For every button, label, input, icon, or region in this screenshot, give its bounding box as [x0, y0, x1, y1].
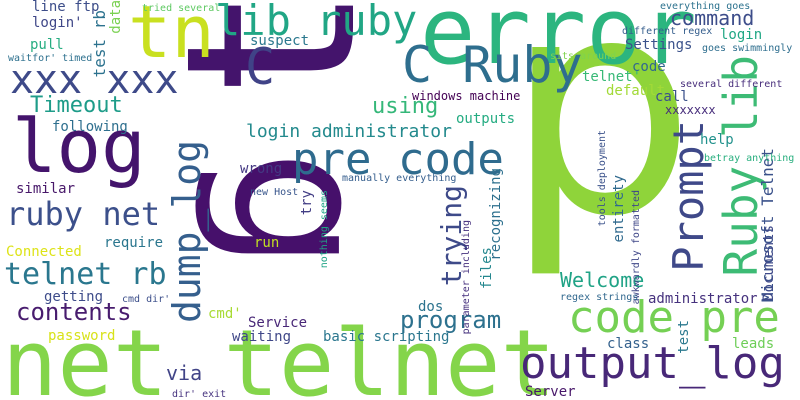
cloud-word: pull — [30, 37, 64, 53]
cloud-word: similar — [16, 181, 76, 197]
cloud-word: waiting — [232, 329, 292, 345]
cloud-word: help — [700, 132, 734, 148]
cloud-word: different regex — [622, 26, 713, 37]
cloud-word: wrong — [240, 161, 283, 177]
cloud-word: sits around — [550, 51, 617, 62]
cloud-word: output_log — [520, 338, 785, 389]
cloud-word: code — [632, 59, 666, 75]
cloud-word: suspect — [250, 33, 310, 49]
cloud-word: using — [372, 94, 439, 119]
cloud-word: line ftp — [32, 0, 100, 15]
cloud-word: login — [720, 27, 763, 43]
cloud-word: class — [607, 336, 650, 352]
cloud-word: cmd dir' — [122, 294, 171, 305]
cloud-word: require — [104, 235, 164, 251]
cloud-word: getting — [44, 289, 104, 305]
cloud-word: p — [505, 0, 696, 282]
cloud-word: leads — [732, 336, 775, 352]
cloud-word: test rb — [90, 10, 109, 78]
cloud-word: following — [52, 119, 128, 135]
cloud-word: new Host — [250, 187, 299, 198]
cloud-word: Documents — [761, 225, 777, 301]
cloud-word: Server — [525, 384, 576, 400]
cloud-word: tn — [128, 0, 215, 74]
cloud-word: waitfor' timed — [8, 53, 93, 64]
cloud-word: command — [670, 6, 755, 30]
cloud-word: dir' exit — [172, 389, 227, 400]
cloud-word: Settings — [625, 37, 693, 53]
cloud-word: net telnet — [2, 310, 556, 400]
cloud-word: program — [400, 306, 502, 334]
cloud-word: tools deployment — [597, 130, 608, 227]
cloud-word: parameter including — [461, 220, 472, 335]
cloud-word: test — [676, 320, 692, 354]
cloud-word: manually everything — [342, 173, 457, 184]
cloud-word: Timeout — [30, 93, 123, 118]
cloud-word: log — [12, 104, 146, 190]
cloud-word: telnet rb — [4, 257, 167, 292]
cloud-word: g — [190, 150, 411, 271]
cloud-word: data — [108, 0, 124, 34]
cloud-word: recognizing — [488, 168, 504, 261]
cloud-word: awkwardly formatted — [631, 190, 642, 305]
cloud-word: Welcome — [560, 268, 645, 292]
cloud-word: call — [655, 89, 689, 105]
cloud-word: lib ruby — [215, 0, 418, 45]
cloud-word: password — [48, 328, 116, 344]
cloud-word: code pre — [568, 292, 780, 343]
cloud-word: dos — [418, 299, 444, 315]
cloud-word: run — [254, 235, 280, 251]
cloud-word: default — [606, 83, 666, 99]
cloud-word: try — [299, 190, 315, 216]
cloud-word: dump_log — [165, 140, 209, 324]
cloud-word: xxxxxxx — [665, 103, 716, 117]
cloud-word: C Ruby — [402, 36, 583, 94]
cloud-word: via — [166, 361, 203, 385]
cloud-word: tried several — [142, 3, 221, 14]
cloud-word: xxx xxx — [10, 57, 179, 103]
cloud-word: error — [420, 0, 697, 85]
cloud-word: login' — [32, 15, 83, 31]
cloud-word: several different — [680, 79, 783, 90]
cloud-word: regex strings — [560, 292, 639, 303]
cloud-word: basic scripting — [323, 329, 450, 345]
cloud-word: outputs — [456, 111, 516, 127]
cloud-word: entirety — [611, 175, 627, 243]
cloud-word: administrator — [648, 291, 758, 307]
cloud-word: pre code — [292, 134, 504, 185]
cloud-word: nothing seems — [319, 190, 330, 269]
cloud-word: betray anything — [704, 153, 795, 164]
cloud-word: goes swimmingly — [702, 43, 793, 54]
cloud-word: C — [245, 38, 276, 96]
cloud-word: cmd' — [208, 306, 242, 322]
cloud-word: everything goes — [660, 1, 751, 12]
cloud-word: login administrator — [246, 121, 452, 142]
cloud-word: Service — [248, 315, 308, 331]
cloud-word: Connected — [6, 244, 82, 260]
cloud-word: contents — [16, 298, 132, 326]
cloud-word: telnet' — [582, 69, 642, 85]
cloud-word: windows machine — [412, 89, 521, 103]
cloud-word: ruby net — [6, 195, 161, 233]
